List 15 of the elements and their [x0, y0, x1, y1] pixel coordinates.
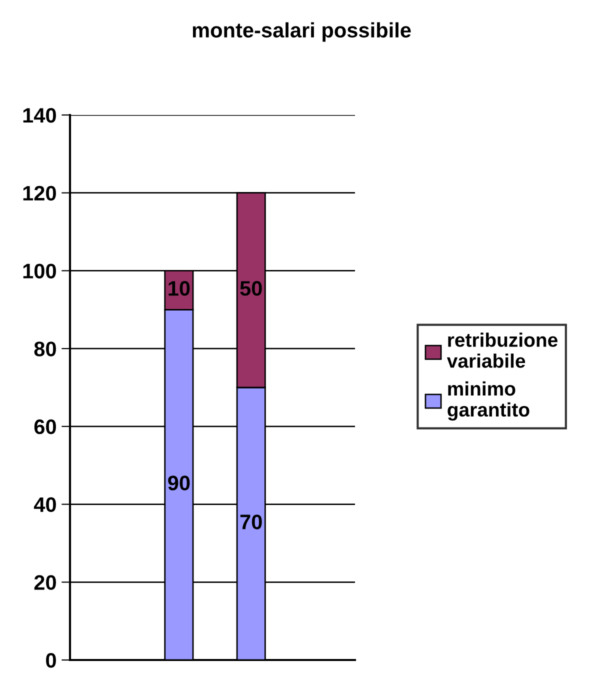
data-label: 50: [240, 281, 262, 296]
y-tick-label: 60: [34, 419, 56, 434]
y-tick-label: 100: [23, 264, 56, 278]
data-label: 70: [240, 514, 262, 530]
legend-label: retribuzione variabile: [446, 332, 558, 368]
legend-label: minimo garantito: [448, 381, 530, 421]
y-tick-label: 0: [46, 653, 56, 668]
y-tick-label: 20: [34, 575, 56, 590]
y-tick-label: 120: [23, 186, 56, 201]
y-tick-label: 40: [34, 497, 56, 512]
chart-title: monte-salari possibile: [192, 22, 411, 42]
data-label: 10: [168, 281, 190, 296]
data-label: 90: [168, 476, 190, 490]
y-tick-label: 80: [34, 342, 56, 356]
y-tick-label: 140: [23, 108, 56, 123]
